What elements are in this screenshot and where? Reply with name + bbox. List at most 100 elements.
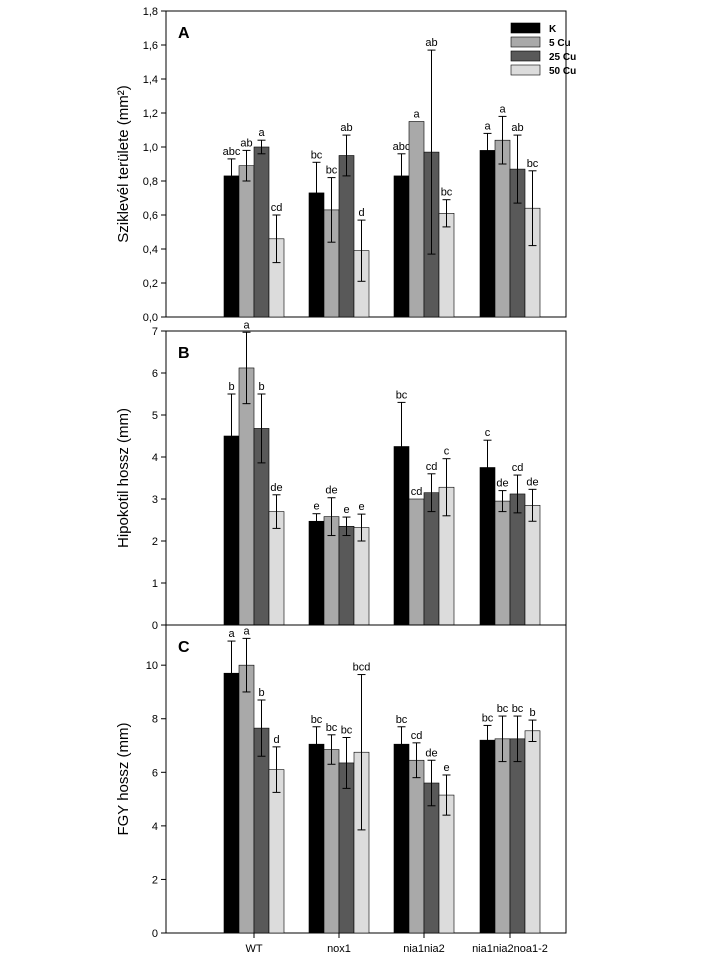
legend-label: 50 Cu bbox=[549, 66, 576, 77]
significance-letter: e bbox=[358, 501, 364, 513]
y-tick-label: 0 bbox=[152, 928, 158, 940]
significance-letter: b bbox=[529, 707, 535, 719]
bar bbox=[338, 155, 355, 318]
significance-letter: a bbox=[243, 319, 250, 331]
panel-label: B bbox=[178, 345, 190, 362]
bar bbox=[308, 520, 325, 626]
y-tick-label: 8 bbox=[152, 714, 158, 726]
significance-letter: cd bbox=[426, 461, 438, 473]
bar bbox=[494, 139, 511, 318]
bar bbox=[524, 730, 541, 934]
bar bbox=[438, 213, 455, 318]
significance-letter: de bbox=[325, 485, 337, 497]
significance-letter: e bbox=[443, 762, 449, 774]
significance-letter: bcd bbox=[353, 662, 371, 674]
significance-letter: c bbox=[485, 427, 491, 439]
significance-letter: bc bbox=[311, 149, 323, 161]
chart-panels: 0,0 0,2 0,4 0,6 0,8 1,0 1,2 1,4 1,6 1,8 Sziklevél … bbox=[115, 6, 567, 955]
y-axis-label: FGY hossz (mm) bbox=[115, 722, 132, 835]
bar bbox=[438, 794, 455, 934]
significance-letter: bc bbox=[311, 714, 323, 726]
legend-label: 5 Cu bbox=[549, 38, 571, 49]
y-tick-label: 1,2 bbox=[143, 108, 158, 120]
y-tick-label: 6 bbox=[152, 767, 158, 779]
significance-letter: a bbox=[258, 127, 265, 139]
legend-swatch bbox=[510, 50, 541, 62]
significance-letter: bc bbox=[497, 703, 509, 715]
y-axis-label: Sziklevél területe (mm²) bbox=[115, 85, 132, 243]
bar bbox=[223, 672, 240, 934]
y-tick-label: 2 bbox=[152, 536, 158, 548]
significance-letter: bc bbox=[326, 722, 338, 734]
bar bbox=[338, 525, 355, 626]
significance-letter: cd bbox=[411, 730, 423, 742]
significance-letter: abc bbox=[223, 146, 241, 158]
bar bbox=[253, 146, 270, 318]
significance-letter: bc bbox=[326, 165, 338, 177]
category-label: WT bbox=[245, 943, 262, 955]
bar bbox=[393, 743, 410, 934]
y-axis-label: Hipokotil hossz (mm) bbox=[115, 408, 132, 548]
panel-label: C bbox=[178, 639, 190, 656]
bar bbox=[494, 738, 511, 934]
significance-letter: b bbox=[258, 381, 264, 393]
legend-label: 25 Cu bbox=[549, 52, 576, 63]
y-tick-label: 1,4 bbox=[143, 74, 158, 86]
significance-letter: de bbox=[270, 482, 282, 494]
significance-letter: ab bbox=[511, 122, 523, 134]
bar bbox=[238, 367, 255, 626]
category-label: nox1 bbox=[327, 943, 351, 955]
bar bbox=[408, 121, 425, 318]
legend-swatch bbox=[510, 36, 541, 48]
significance-letter: de bbox=[526, 476, 538, 488]
significance-letter: a bbox=[484, 120, 491, 132]
y-tick-label: 1,6 bbox=[143, 40, 158, 52]
bar bbox=[479, 150, 496, 318]
bar bbox=[268, 769, 285, 934]
significance-letter: bc bbox=[396, 714, 408, 726]
bar bbox=[479, 739, 496, 934]
significance-letter: de bbox=[496, 478, 508, 490]
significance-letter: ab bbox=[240, 137, 252, 149]
category-label: nia1nia2 bbox=[403, 943, 445, 955]
significance-letter: ab bbox=[425, 37, 437, 49]
legend-swatch bbox=[510, 64, 541, 76]
bar bbox=[408, 759, 425, 934]
significance-letter: abc bbox=[393, 141, 411, 153]
y-tick-label: 2 bbox=[152, 874, 158, 886]
bar bbox=[353, 527, 370, 626]
significance-letter: a bbox=[243, 625, 250, 637]
bar bbox=[494, 500, 511, 626]
significance-letter: b bbox=[228, 381, 234, 393]
y-tick-label: 1 bbox=[152, 578, 158, 590]
bar bbox=[524, 504, 541, 626]
y-tick-label: 5 bbox=[152, 410, 158, 422]
y-tick-label: 0,0 bbox=[143, 312, 158, 324]
legend-label: K bbox=[549, 24, 557, 35]
significance-letter: d bbox=[273, 734, 279, 746]
bar bbox=[223, 175, 240, 318]
significance-letter: bc bbox=[396, 389, 408, 401]
significance-letter: d bbox=[358, 207, 364, 219]
significance-letter: a bbox=[499, 103, 506, 115]
legend: K 5 Cu 25 Cu 50 Cu bbox=[510, 22, 576, 77]
bar bbox=[509, 738, 526, 934]
significance-letter: bc bbox=[527, 158, 539, 170]
y-tick-label: 0 bbox=[152, 620, 158, 632]
bar bbox=[308, 743, 325, 934]
bar bbox=[509, 493, 526, 626]
significance-letter: a bbox=[413, 109, 420, 121]
y-tick-label: 0,8 bbox=[143, 176, 158, 188]
y-tick-label: 1,0 bbox=[143, 142, 158, 154]
significance-letter: de bbox=[425, 747, 437, 759]
significance-letter: cd bbox=[512, 462, 524, 474]
significance-letter: e bbox=[313, 501, 319, 513]
bar bbox=[423, 492, 440, 626]
significance-letter: e bbox=[343, 504, 349, 516]
legend-swatch bbox=[510, 22, 541, 34]
significance-letter: cd bbox=[411, 486, 423, 498]
significance-letter: bc bbox=[441, 187, 453, 199]
